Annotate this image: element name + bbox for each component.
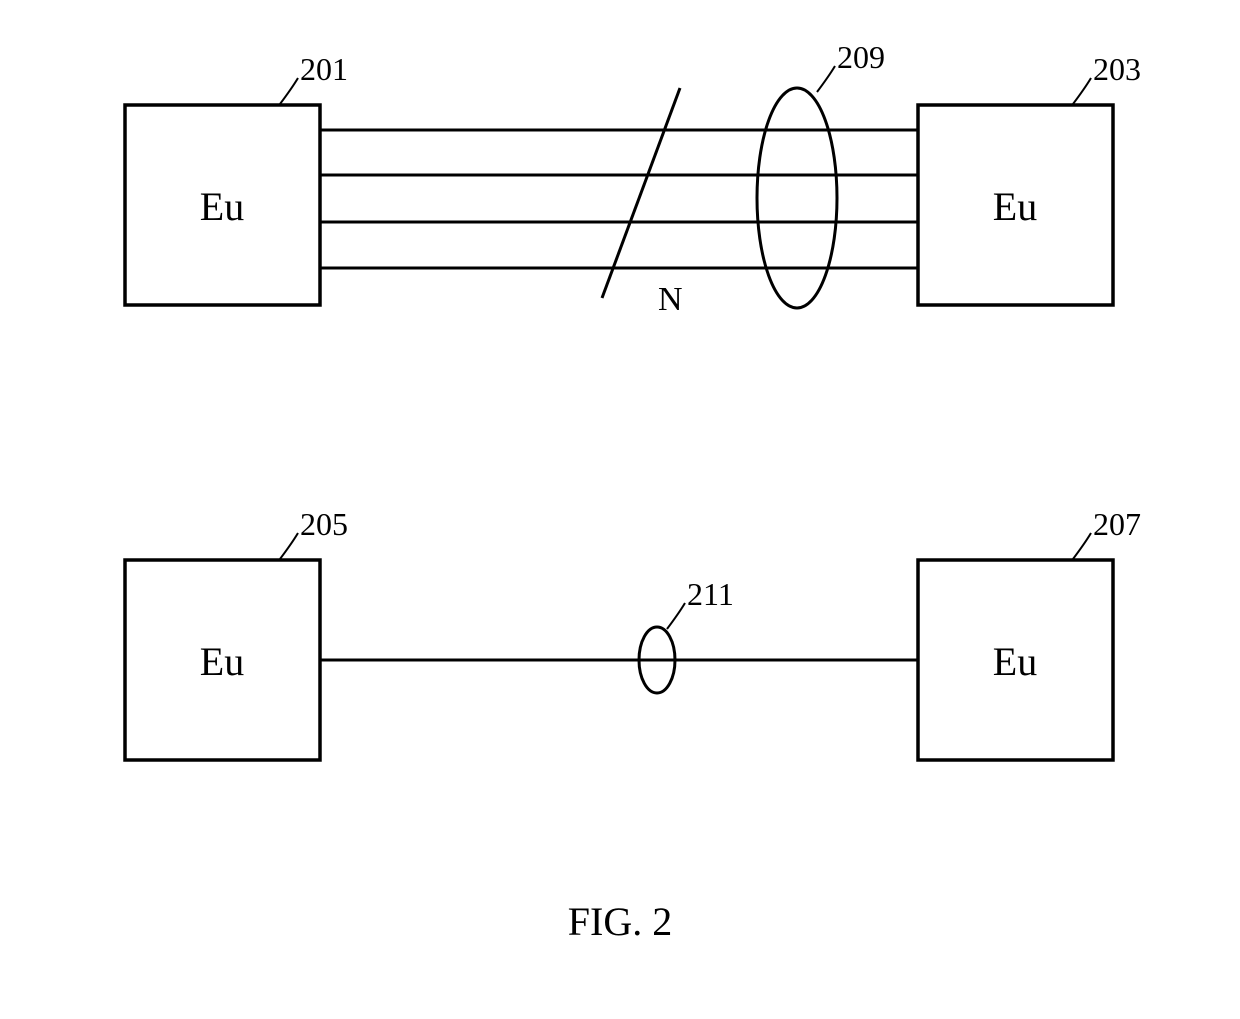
top-right-box-label: Eu [993,184,1037,229]
leader-205 [280,533,298,559]
ref-209: 209 [837,39,885,75]
ref-207: 207 [1093,506,1141,542]
bottom-right-box-label: Eu [993,639,1037,684]
leader-203 [1073,78,1091,104]
figure-2-diagram: Eu 201 Eu 203 N 209 Eu 205 Eu [0,0,1240,1019]
top-left-box-label: Eu [200,184,244,229]
bus-width-n-label: N [658,281,683,318]
leader-207 [1073,533,1091,559]
leader-211 [667,603,685,629]
ref-205: 205 [300,506,348,542]
ref-203: 203 [1093,51,1141,87]
ellipse-209 [757,88,837,308]
ref-211: 211 [687,576,734,612]
ref-201: 201 [300,51,348,87]
bottom-left-box-label: Eu [200,639,244,684]
leader-209 [817,66,835,92]
leader-201 [280,78,298,104]
figure-caption: FIG. 2 [568,899,672,944]
